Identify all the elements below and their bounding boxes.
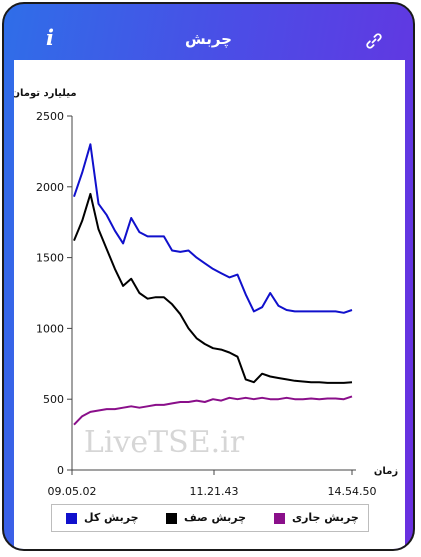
x-tick-label: 14.54.50 (328, 485, 377, 498)
line-chart: LiveTSE.ir 0 500 1000 1500 2000 2500 09.05.02 11… (14, 88, 398, 498)
chart-panel: LiveTSE.ir 0 500 1000 1500 2000 2500 09.05.02 11… (14, 60, 405, 549)
series-line-queue (73, 192, 353, 384)
y-tick-label: 1000 (36, 322, 64, 335)
series-line-total (73, 143, 353, 314)
x-axis-label: زمان (374, 466, 398, 477)
x-tick-label: 11.21.43 (190, 485, 239, 498)
legend-swatch-current (274, 513, 285, 524)
info-icon[interactable]: i (46, 25, 54, 50)
legend-label-current: چربش جاری (292, 511, 359, 524)
card-header: i چربش (4, 4, 413, 60)
chart-card: i چربش LiveTSE.ir 0 500 1000 1500 2000 2500 09.… (2, 2, 415, 551)
legend-label-queue: چربش صف (184, 511, 247, 524)
legend-label-total: چربش کل (84, 511, 139, 524)
x-tick-label: 09.05.02 (48, 485, 97, 498)
legend: چربش کل چربش صف چربش جاری (51, 504, 369, 532)
legend-swatch-total (66, 513, 77, 524)
y-tick-label: 2000 (36, 181, 64, 194)
y-tick-label: 1500 (36, 252, 64, 265)
legend-swatch-queue (166, 513, 177, 524)
link-icon[interactable] (365, 32, 383, 50)
watermark: LiveTSE.ir (84, 425, 245, 460)
series-line-current (73, 395, 353, 426)
y-tick-label: 0 (57, 464, 64, 477)
y-axis-label: میلیارد تومان (14, 88, 77, 99)
y-tick-label: 2500 (36, 110, 64, 123)
card-title: چربش (185, 30, 232, 48)
y-tick-label: 500 (43, 393, 64, 406)
